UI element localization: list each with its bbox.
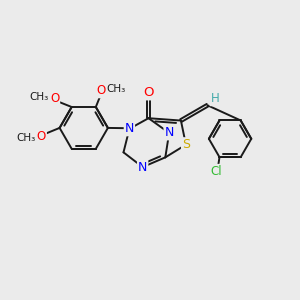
Text: N: N <box>125 122 134 135</box>
Text: O: O <box>50 92 59 105</box>
Text: O: O <box>37 130 46 143</box>
Text: CH₃: CH₃ <box>16 133 36 143</box>
Text: H: H <box>210 92 219 105</box>
Text: Cl: Cl <box>211 165 222 178</box>
Text: S: S <box>182 138 190 151</box>
Text: O: O <box>97 84 106 97</box>
Text: CH₃: CH₃ <box>107 84 126 94</box>
Text: CH₃: CH₃ <box>30 92 49 102</box>
Text: N: N <box>138 160 147 174</box>
Text: O: O <box>143 86 154 99</box>
Text: N: N <box>164 126 174 140</box>
